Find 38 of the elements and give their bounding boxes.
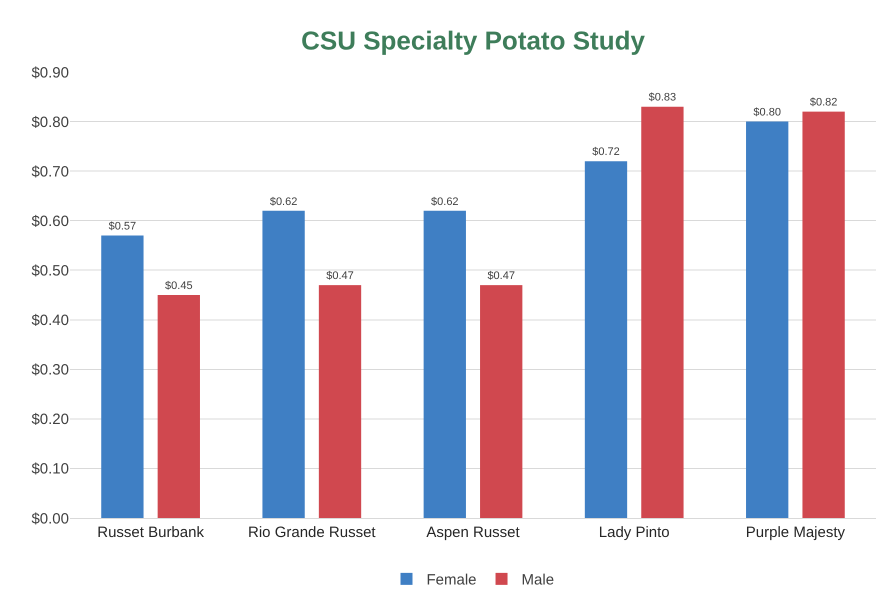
x-tick-label: Aspen Russet	[426, 524, 521, 541]
y-tick-label: $0.90	[31, 64, 69, 82]
data-label: $0.47	[326, 270, 354, 282]
bar	[318, 285, 362, 518]
data-label: $0.72	[592, 146, 620, 158]
bar	[262, 210, 305, 518]
y-tick-label: $0.40	[31, 312, 69, 330]
data-label: $0.62	[270, 196, 298, 208]
y-tick-label: $0.30	[31, 362, 69, 379]
y-tick-label: $0.20	[31, 411, 69, 428]
y-tick-label: $0.50	[31, 262, 69, 280]
data-label: $0.47	[487, 270, 515, 282]
data-label: $0.80	[753, 106, 781, 119]
bar	[101, 236, 144, 518]
bar	[584, 161, 628, 518]
x-tick-label: Rio Grande Russet	[248, 524, 376, 541]
data-label: $0.82	[810, 96, 838, 109]
legend-label: Male	[522, 572, 554, 589]
data-label: $0.83	[648, 92, 676, 104]
chart-title: CSU Specialty Potato Study	[301, 25, 646, 56]
bar	[746, 122, 788, 518]
bar	[158, 295, 200, 518]
data-label: $0.62	[431, 196, 459, 208]
y-tick-label: $0.60	[31, 212, 69, 230]
x-tick-label: Russet Burbank	[97, 524, 204, 541]
x-tick-label: Lady Pinto	[598, 524, 670, 541]
y-tick-label: $0.80	[31, 114, 69, 131]
data-label: $0.45	[165, 280, 193, 292]
y-tick-label: $0.10	[31, 460, 69, 478]
bar	[641, 106, 684, 518]
data-label: $0.57	[108, 220, 136, 233]
y-tick-label: $0.70	[31, 163, 69, 180]
bar	[802, 112, 845, 518]
bar	[424, 210, 466, 518]
x-tick-label: Purple Majesty	[746, 524, 846, 541]
legend-label: Female	[426, 572, 477, 589]
y-tick-label: $0.00	[31, 510, 69, 528]
bar	[480, 285, 522, 518]
